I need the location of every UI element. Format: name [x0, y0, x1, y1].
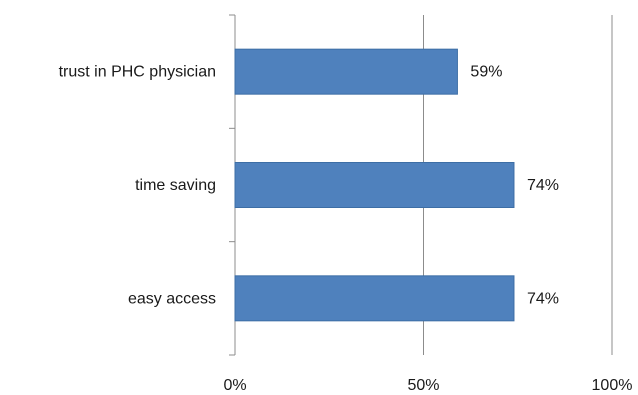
category-label-1: time saving	[135, 177, 216, 194]
x-tick-label-100: 100%	[592, 377, 633, 394]
data-label-1: 74%	[527, 177, 559, 194]
x-tick-label-50: 50%	[407, 377, 439, 394]
bar-0	[234, 48, 458, 95]
category-label-0: trust in PHC physician	[59, 64, 216, 81]
x-tick-label-0: 0%	[223, 377, 246, 394]
labels: 0% 50% 100% trust in PHC physician 59% time s…	[59, 64, 633, 394]
category-label-2: easy access	[128, 290, 216, 307]
data-label-0: 59%	[470, 64, 502, 81]
bars	[234, 48, 515, 322]
bar-1	[234, 162, 515, 208]
bar-2	[234, 275, 515, 322]
y-axis	[229, 14, 236, 356]
data-label-2: 74%	[527, 290, 559, 307]
